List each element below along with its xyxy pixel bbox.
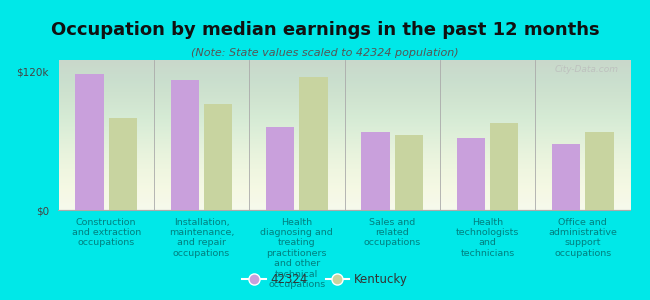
Bar (266, 127, 294, 210)
Bar (204, 104, 233, 210)
Bar (75, 74, 104, 210)
Legend: 42324, Kentucky: 42324, Kentucky (237, 269, 413, 291)
Text: City-Data.com: City-Data.com (555, 64, 619, 74)
Bar (552, 144, 580, 210)
Bar (170, 80, 199, 210)
Bar (361, 131, 390, 210)
Bar (395, 135, 423, 210)
Text: (Note: State values scaled to 42324 population): (Note: State values scaled to 42324 popu… (191, 48, 459, 58)
Bar (456, 139, 485, 210)
Text: Occupation by median earnings in the past 12 months: Occupation by median earnings in the pas… (51, 21, 599, 39)
Bar (585, 131, 614, 210)
Bar (109, 118, 137, 210)
Bar (490, 124, 519, 210)
Bar (299, 77, 328, 210)
